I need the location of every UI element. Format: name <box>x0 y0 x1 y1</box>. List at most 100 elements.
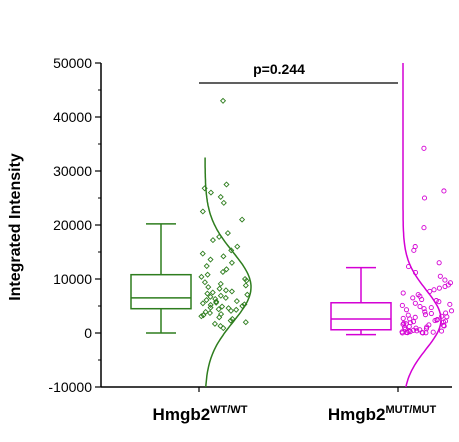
data-point <box>207 304 214 311</box>
data-point <box>228 247 235 254</box>
y-axis-title: Integrated Intensity <box>7 153 24 301</box>
data-point <box>412 300 418 306</box>
data-point <box>215 306 222 313</box>
data-point <box>228 259 235 266</box>
data-point <box>220 199 227 206</box>
data-point <box>220 325 227 332</box>
y-tick-label: 0 <box>84 325 92 341</box>
data-point <box>410 319 417 325</box>
data-point <box>412 314 418 320</box>
x-category-label-base: Hmgb2 <box>153 405 211 424</box>
data-point <box>222 287 230 294</box>
data-point <box>217 280 224 287</box>
data-point <box>239 302 246 310</box>
x-category-label-superscript: MUT/MUT <box>385 404 436 416</box>
data-point <box>203 263 210 270</box>
data-point <box>220 253 227 260</box>
data-point <box>442 284 448 290</box>
data-point <box>243 277 250 284</box>
data-point <box>234 243 241 250</box>
data-point <box>213 299 220 306</box>
data-point <box>204 290 211 297</box>
data-point <box>207 301 214 308</box>
data-point <box>400 290 406 296</box>
y-tick-label: 20000 <box>53 217 92 233</box>
data-point <box>437 273 443 279</box>
box <box>130 273 192 310</box>
data-point <box>419 296 425 303</box>
x-category-label-base: Hmgb2 <box>328 405 386 424</box>
data-point <box>421 225 427 231</box>
data-point <box>403 307 410 313</box>
data-point <box>402 326 408 332</box>
data-point <box>233 298 240 305</box>
data-point <box>420 330 426 336</box>
data-point <box>222 294 229 301</box>
data-point <box>417 303 423 310</box>
data-point <box>213 298 220 305</box>
data-point <box>436 260 442 266</box>
data-point <box>436 285 442 291</box>
box <box>330 302 392 331</box>
data-point <box>217 292 224 299</box>
data-point <box>216 314 223 321</box>
data-point <box>219 97 227 104</box>
data-point <box>442 277 448 283</box>
data-point <box>217 322 224 330</box>
y-tick-label: 10000 <box>53 271 92 287</box>
x-category-label-superscript: WT/WT <box>210 404 248 416</box>
data-point <box>423 330 429 336</box>
data-point <box>199 300 206 307</box>
data-point <box>421 145 427 151</box>
data-point <box>428 311 434 317</box>
data-point <box>411 247 417 253</box>
data-point <box>428 305 434 311</box>
data-point <box>218 311 225 318</box>
data-point <box>202 308 209 315</box>
data-point <box>239 216 246 223</box>
data-point <box>440 322 447 328</box>
data-point <box>399 302 405 309</box>
data-point <box>207 256 214 263</box>
data-point <box>233 306 240 313</box>
data-point <box>199 208 206 215</box>
data-point <box>404 330 411 336</box>
data-point <box>223 181 230 188</box>
data-point <box>203 297 210 304</box>
data-point <box>441 188 447 194</box>
data-point <box>205 284 212 291</box>
data-point <box>438 328 445 334</box>
data-point <box>201 279 208 286</box>
y-tick-label: 50000 <box>53 55 92 71</box>
data-point <box>209 237 216 244</box>
data-point <box>217 193 224 200</box>
data-point <box>399 330 405 336</box>
data-point <box>400 315 406 321</box>
data-point <box>227 317 234 324</box>
p-value-label: p=0.244 <box>253 61 305 77</box>
data-point <box>422 309 428 315</box>
data-point <box>406 323 412 330</box>
data-point <box>422 312 429 318</box>
data-point <box>198 273 205 280</box>
data-point <box>432 318 438 324</box>
data-point <box>204 271 211 278</box>
data-point <box>441 323 447 329</box>
density-curve <box>402 63 442 388</box>
data-point <box>244 291 251 298</box>
density-curve <box>204 157 252 388</box>
data-point <box>209 289 216 296</box>
data-point <box>207 293 214 300</box>
data-point <box>410 295 416 301</box>
data-point <box>199 250 206 257</box>
data-point <box>219 303 226 310</box>
data-point <box>216 285 223 292</box>
data-point <box>198 313 205 320</box>
y-tick-label: -10000 <box>48 379 92 395</box>
data-point <box>436 299 442 305</box>
data-point <box>444 314 450 320</box>
data-point <box>207 189 214 196</box>
data-point <box>448 308 455 314</box>
data-point <box>431 287 437 293</box>
